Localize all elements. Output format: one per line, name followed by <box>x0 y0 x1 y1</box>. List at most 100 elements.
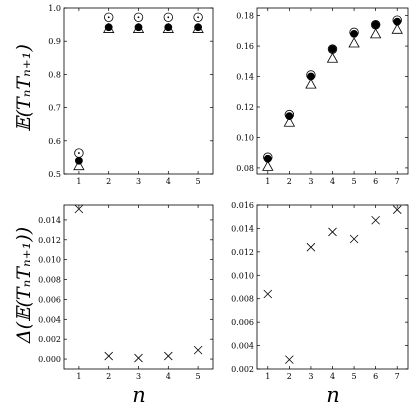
y-tick-label: 0.08 <box>236 164 254 173</box>
data-point-dotted-circle <box>193 12 203 22</box>
data-point-cross <box>392 205 402 214</box>
panel-top-right: 1 2 3 4 5 6 7 0.08 0.10 0.12 0.14 0.16 0.18 <box>236 7 409 186</box>
x-tick-label: 2 <box>287 372 292 381</box>
y-tick-label: 0.16 <box>236 42 254 51</box>
y-tick-label: 0.008 <box>38 276 61 285</box>
data-point-cross <box>328 227 337 237</box>
data-point-cross <box>306 242 316 252</box>
x-tick-label: 4 <box>330 372 335 381</box>
y-tick-label: 0.004 <box>38 315 61 324</box>
data-point-triangle <box>73 159 85 171</box>
y-tick-label: 0.12 <box>236 103 254 112</box>
y-tick-label: 0.14 <box>236 73 254 82</box>
data-point-triangle <box>326 52 339 63</box>
y-tick-label: 0.10 <box>236 133 254 142</box>
y-tick-label: 0.006 <box>38 295 61 304</box>
y-axis-label-top: 𝔼(TₙTₙ₊₁) <box>13 44 35 132</box>
data-point-dot <box>197 16 200 19</box>
y-axis-label-bottom: Δ(𝔼(TₙTₙ₊₁)) <box>13 227 35 344</box>
y-tick-label: 0.008 <box>231 295 254 304</box>
data-point-dotted-circle <box>163 12 174 22</box>
data-point-triangle <box>305 78 317 89</box>
y-tick-label: 0.016 <box>231 201 254 210</box>
y-tick-label: 0.014 <box>38 216 61 225</box>
x-tick-label: 5 <box>352 372 357 381</box>
y-tick-label: 0.000 <box>38 355 61 364</box>
x-tick-label: 2 <box>287 177 292 186</box>
x-tick-label: 3 <box>308 177 313 186</box>
plot-frame <box>256 7 409 175</box>
y-tick-label: 0.014 <box>231 224 254 233</box>
plot-frame <box>256 204 409 370</box>
x-tick-label: 5 <box>352 177 357 186</box>
data-point-triangle <box>103 22 115 33</box>
data-point-cross <box>134 353 143 363</box>
data-point-cross <box>74 204 84 214</box>
y-tick-label: 0.7 <box>48 104 61 113</box>
y-tick-label: 0.010 <box>231 271 254 280</box>
y-tick-label: 0.5 <box>48 170 61 179</box>
data-point-dotted-circle <box>133 12 144 22</box>
x-tick-label: 6 <box>373 177 378 186</box>
y-tick-label: 0.002 <box>231 365 254 374</box>
data-point-filled-circle <box>328 45 337 54</box>
data-point-triangle <box>348 37 360 48</box>
data-point-filled-circle <box>134 23 143 32</box>
x-tick-label: 3 <box>308 372 313 381</box>
data-point-triangle <box>262 160 274 171</box>
y-tick-label: 0.8 <box>48 70 61 79</box>
x-tick-label: 1 <box>265 177 270 186</box>
x-tick-label: 1 <box>76 177 81 186</box>
x-tick-label: 1 <box>265 372 270 381</box>
y-tick-label: 0.9 <box>48 37 61 46</box>
y-tick-label: 0.010 <box>38 256 61 265</box>
data-point-dot <box>167 16 170 19</box>
y-tick-label: 0.004 <box>231 342 254 351</box>
data-point-cross <box>104 351 113 361</box>
data-point-triangle <box>369 28 382 39</box>
data-point-triangle <box>192 22 204 33</box>
data-point-cross <box>164 351 173 361</box>
x-tick-label: 5 <box>196 177 201 186</box>
data-point-filled-circle <box>350 29 358 38</box>
x-axis-label-right: n <box>326 383 340 407</box>
x-tick-label: 4 <box>330 177 335 186</box>
data-point-filled-circle <box>285 112 294 121</box>
x-tick-label: 7 <box>395 177 400 186</box>
panels: 1 2 3 4 5 0.5 0.6 0.7 0.8 0.9 1.0 1 2 3 4 5 6 7 0.08 0.10 0.… <box>38 4 409 381</box>
x-tick-label: 3 <box>136 372 141 381</box>
data-point-dotted-circle <box>103 12 114 22</box>
data-point-dot <box>78 152 80 154</box>
y-tick-label: 0.012 <box>38 236 61 245</box>
y-tick-label: 1.0 <box>48 4 61 13</box>
data-point-filled-circle <box>393 17 402 26</box>
y-tick-label: 0.006 <box>231 318 254 327</box>
data-point-dot <box>107 16 110 19</box>
data-point-filled-circle <box>164 23 173 32</box>
x-tick-label: 4 <box>166 177 171 186</box>
panel-bottom-right: 1 2 3 4 5 6 7 0.002 0.004 0.006 0.008 0.010 0.012 0.0… <box>231 201 409 381</box>
x-tick-label: 3 <box>136 177 141 186</box>
data-point-triangle <box>283 116 296 127</box>
data-point-dot <box>137 16 140 19</box>
data-point-cross <box>193 345 203 355</box>
x-tick-label: 5 <box>196 372 201 381</box>
panel-bottom-left: 1 2 3 4 5 0.000 0.002 0.004 0.006 0.008 0.010 0.012… <box>38 204 214 381</box>
data-point-cross <box>371 215 380 225</box>
x-tick-label: 7 <box>395 372 400 381</box>
data-point-cross <box>349 234 359 244</box>
plot-frame <box>63 204 214 370</box>
y-tick-label: 0.18 <box>236 12 254 21</box>
x-tick-label: 2 <box>106 372 111 381</box>
data-point-triangle <box>391 23 403 34</box>
data-point-filled-circle <box>307 72 315 81</box>
data-point-filled-circle <box>371 20 380 29</box>
data-point-filled-circle <box>263 154 272 163</box>
y-tick-label: 0.6 <box>48 137 61 146</box>
x-axis-label-left: n <box>132 383 146 407</box>
x-tick-label: 2 <box>106 177 111 186</box>
data-point-cross <box>285 355 294 364</box>
data-point-filled-circle <box>194 23 202 32</box>
x-tick-label: 4 <box>166 372 171 381</box>
